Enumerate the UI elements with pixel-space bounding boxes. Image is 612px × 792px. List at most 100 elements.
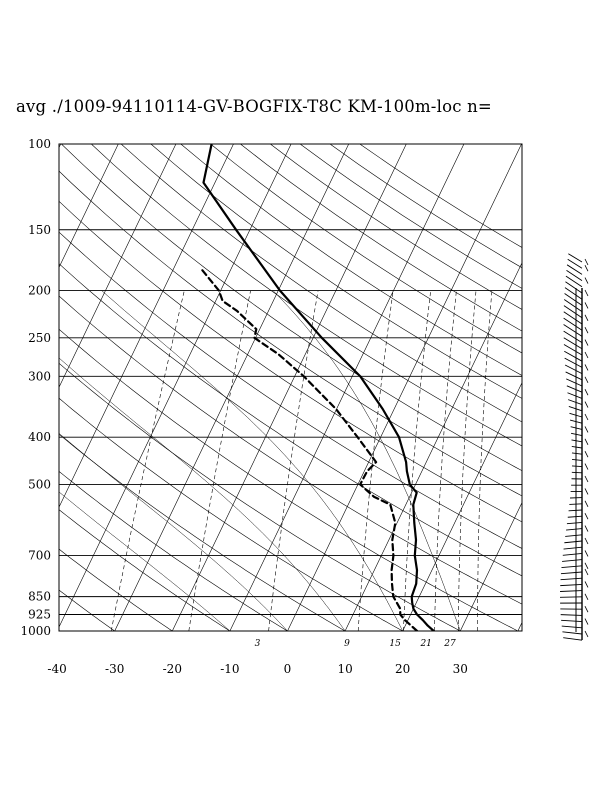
pressure-tick-label: 400 [28, 430, 51, 444]
wind-barb [562, 559, 583, 562]
dry-adiabat-line [270, 144, 522, 310]
dewpoint-profile-line [199, 267, 419, 631]
wind-barb [568, 253, 583, 263]
wind-barb-tick [584, 314, 589, 321]
isotherm-line [344, 262, 522, 631]
mixing-ratio-label: 9 [344, 639, 350, 649]
wind-barb-tick [584, 568, 589, 576]
temperature-tick-label: 10 [337, 662, 352, 676]
dry-adiabat-line [210, 144, 522, 354]
isotherm-line [460, 501, 522, 631]
wind-barb [564, 364, 583, 375]
wind-barb-tick [584, 513, 589, 520]
pressure-tick-label: 850 [28, 590, 51, 604]
pressure-tick-label: 300 [28, 369, 51, 383]
wind-barb [563, 299, 583, 312]
isotherm-line [576, 144, 612, 631]
wind-barb [566, 270, 583, 281]
wind-barb [564, 540, 583, 544]
dry-adiabat-line [180, 144, 522, 376]
temperature-tick-label: -10 [220, 662, 239, 676]
temperature-tick-label: -20 [163, 662, 182, 676]
dry-adiabat-line [91, 144, 522, 447]
dry-adiabat-line [59, 328, 519, 631]
dry-adiabat-line [240, 144, 522, 332]
mixing-ratio-line [457, 290, 477, 631]
isotherm-line [287, 144, 522, 631]
wind-barb-tick [584, 401, 589, 408]
isotherm-line [172, 144, 407, 631]
dry-adiabat-line [59, 170, 522, 497]
wind-barb [561, 625, 583, 629]
isobars [59, 143, 522, 632]
isotherm-line [229, 144, 465, 631]
wind-barb [560, 577, 583, 581]
wind-barb [571, 439, 583, 443]
mixing-ratio-labels: 3 9 15 21 27 [255, 639, 456, 649]
pressure-tick-label: 150 [28, 223, 51, 237]
wind-barb [563, 546, 583, 550]
wind-barb-tick [584, 327, 589, 334]
background-lines [59, 144, 612, 631]
pressure-axis: 100 150 200 250 300 400 500 700 850 925 1000 [20, 137, 51, 638]
mixing-ratio-line [403, 290, 431, 631]
wind-barb-tick [584, 550, 589, 557]
mixing-ratio-line [434, 290, 457, 631]
dry-adiabat-line [120, 144, 522, 423]
wind-barb [561, 619, 583, 623]
wind-barb [568, 509, 583, 512]
sounding-profiles [199, 144, 435, 631]
wind-barb [566, 385, 583, 393]
temperature-tick-label: 0 [284, 662, 292, 676]
wind-barb [569, 419, 583, 424]
wind-barb [560, 614, 583, 616]
temperature-profile-line [202, 144, 435, 631]
wind-barbs [559, 253, 589, 641]
wind-barb-tick [584, 277, 589, 284]
wind-barb [571, 458, 583, 461]
wind-barb-tick [584, 426, 589, 433]
dry-adiabat-line [59, 362, 461, 631]
wind-barb-tick [584, 606, 589, 613]
wind-barb [569, 412, 583, 418]
wind-barb [571, 446, 583, 449]
wind-barb [563, 337, 583, 350]
wind-barb-tick [584, 376, 589, 383]
wind-barb [560, 590, 583, 592]
mixing-ratio-label: 15 [389, 639, 401, 649]
wind-barb [571, 465, 583, 468]
wind-barb [564, 287, 583, 300]
mixing-ratio-line [357, 290, 394, 631]
wind-barb [568, 399, 583, 406]
wind-barb-tick [584, 451, 589, 458]
wind-barb [563, 324, 583, 337]
pressure-tick-label: 250 [28, 331, 51, 345]
wind-barb [567, 515, 583, 518]
wind-barb-tick [584, 475, 589, 483]
dry-adiabat-line [59, 295, 522, 605]
isotherm-line [59, 144, 234, 508]
isotherm-line [59, 144, 177, 388]
moist-adiabat-line [59, 432, 288, 631]
plot-frame [58, 143, 523, 632]
wind-barb-tick [584, 413, 589, 421]
wind-barb-tick [584, 258, 589, 266]
pressure-tick-label: 100 [28, 137, 51, 151]
mixing-ratio-line [477, 290, 493, 631]
wind-barb-tick [584, 265, 589, 272]
mixing-ratio-line [268, 290, 319, 631]
chart-title: avg ./1009-94110114-GV-BOGFIX-T8C KM-100… [16, 97, 492, 116]
temperature-tick-label: 30 [453, 662, 468, 676]
wind-barb-tick [584, 562, 589, 569]
wind-barb [560, 571, 583, 575]
wind-barb-tick [584, 630, 589, 638]
moist-adiabat-line [101, 290, 403, 631]
dry-adiabat-line [59, 548, 173, 631]
pressure-tick-label: 200 [28, 284, 51, 298]
wind-barb-tick [584, 537, 589, 545]
wind-barb [563, 344, 583, 356]
pressure-tick-label: 925 [28, 608, 51, 622]
mixing-ratio-label: 3 [255, 639, 261, 649]
wind-barb [560, 583, 583, 587]
temperature-tick-label: 20 [395, 662, 410, 676]
